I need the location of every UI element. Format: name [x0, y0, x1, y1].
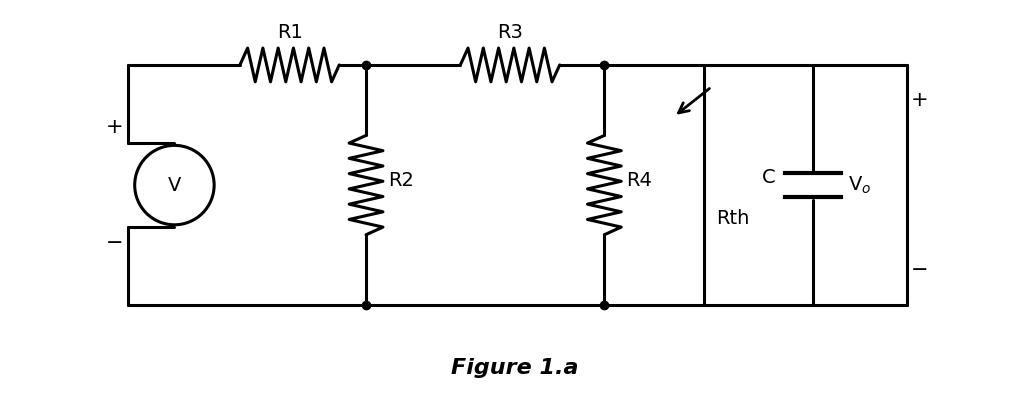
- Text: V: V: [168, 176, 181, 195]
- Text: −: −: [911, 260, 928, 281]
- Text: +: +: [911, 90, 928, 110]
- Text: C: C: [761, 167, 776, 187]
- Text: R1: R1: [277, 23, 303, 42]
- Text: R2: R2: [388, 171, 414, 190]
- Text: R3: R3: [497, 23, 523, 42]
- Text: Figure 1.a: Figure 1.a: [451, 358, 579, 378]
- Text: R4: R4: [626, 171, 652, 190]
- Text: Rth: Rth: [717, 209, 750, 229]
- Text: V$_o$: V$_o$: [848, 175, 871, 196]
- Text: −: −: [106, 233, 124, 253]
- Text: +: +: [106, 117, 124, 138]
